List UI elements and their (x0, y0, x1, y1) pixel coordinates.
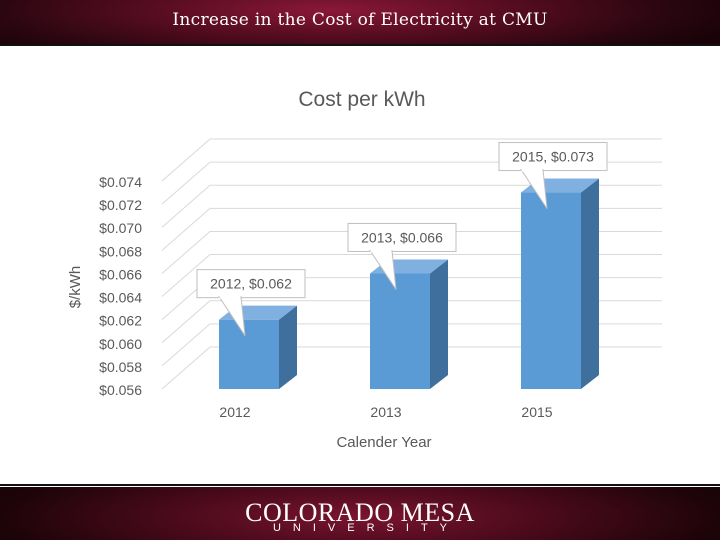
y-tick-label: $0.074 (99, 174, 142, 190)
bar-chart: Cost per kWh $0.074$0.072$0.070$0.068$0.… (67, 88, 662, 451)
y-tick-label: $0.072 (99, 197, 142, 213)
bar-side (430, 259, 448, 389)
data-label-box (196, 269, 306, 299)
x-axis-ticks: 2012 2013 2015 (219, 404, 552, 420)
y-axis-ticks: $0.074 $0.072 $0.070 $0.068 $0.066 $0.064 $0.0… (99, 174, 142, 398)
data-label-joint (370, 249, 392, 253)
x-tick-label: 2013 (370, 404, 401, 420)
gridline (161, 346, 662, 390)
gridlines (161, 138, 662, 390)
data-label-joint (219, 295, 241, 299)
y-tick-label: $0.060 (99, 336, 142, 352)
chart-title: Cost per kWh (298, 88, 425, 111)
y-tick-label: $0.064 (99, 290, 142, 306)
university-logo-name: Colorado Mesa (245, 498, 475, 527)
gridline (161, 207, 662, 251)
gridline (161, 184, 662, 228)
y-tick-label: $0.062 (99, 313, 142, 329)
x-axis-label: Calender Year (336, 434, 431, 451)
data-labels: 2012, $0.062 2013, $0.066 2015, $0.073 (196, 142, 608, 336)
header-divider (0, 44, 720, 46)
y-axis-label: $/kWh (67, 266, 84, 309)
bar (219, 319, 279, 389)
y-tick-label: $0.056 (99, 382, 142, 398)
data-label: 2012, $0.062 (210, 276, 292, 292)
data-label-box (498, 142, 608, 172)
gridline (161, 323, 662, 367)
y-tick-label: $0.068 (99, 243, 142, 259)
university-logo-subtitle: UNIVERSITY (272, 522, 459, 534)
bar-side (581, 178, 599, 389)
y-tick-label: $0.058 (99, 359, 142, 375)
bar (370, 273, 430, 389)
gridline (161, 138, 662, 182)
footer-divider (0, 484, 720, 486)
header-banner (0, 0, 720, 44)
data-label: 2015, $0.073 (512, 149, 594, 165)
header-divider-light (0, 47, 720, 49)
footer-banner (0, 487, 720, 540)
data-label-box (347, 222, 457, 252)
data-label-joint (521, 168, 543, 172)
bars (219, 178, 599, 389)
gridline (161, 230, 662, 274)
y-tick-label: $0.066 (99, 266, 142, 282)
x-tick-label: 2012 (219, 404, 250, 420)
bar-side (279, 305, 297, 389)
y-tick-label: $0.070 (99, 220, 142, 236)
x-tick-label: 2015 (521, 404, 552, 420)
bar (521, 192, 581, 389)
slide-title: Increase in the Cost of Electricity at C… (172, 10, 548, 30)
gridline (161, 300, 662, 344)
gridline (161, 254, 662, 297)
data-label: 2013, $0.066 (361, 229, 443, 245)
